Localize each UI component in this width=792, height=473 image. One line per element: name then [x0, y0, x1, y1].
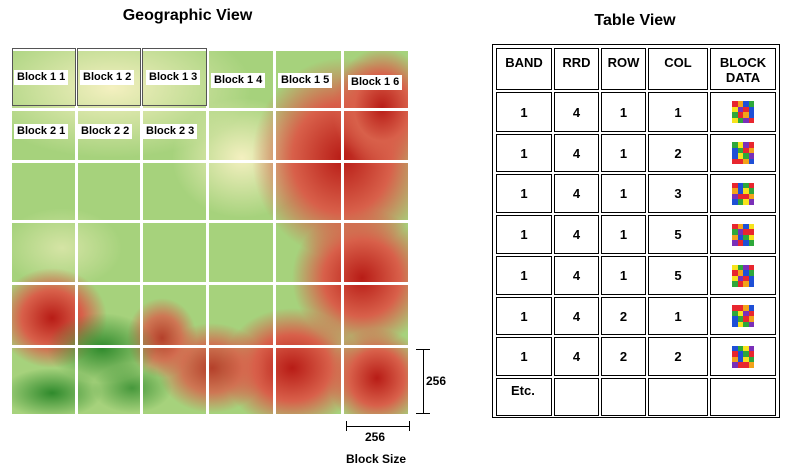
table-cell: 2 — [601, 297, 646, 335]
block-data-cell — [710, 174, 776, 213]
table-etc-label: Etc. — [496, 378, 552, 416]
table-header-rrd: RRD — [554, 48, 599, 90]
table-cell: 1 — [496, 297, 552, 335]
table-cell: 1 — [496, 256, 552, 295]
horizontal-dimension-line — [346, 426, 410, 427]
table-cell: 1 — [496, 337, 552, 376]
table-cell: 1 — [496, 215, 552, 254]
block-label-2-3: Block 2 3 — [143, 124, 198, 139]
table-header-band: BAND — [496, 48, 552, 90]
table-cell: 2 — [601, 337, 646, 376]
block-data-cell — [710, 215, 776, 254]
table-cell: 4 — [554, 297, 599, 335]
geographic-view-title: Geographic View — [122, 7, 253, 24]
horizontal-dimension-right-tick — [409, 421, 410, 431]
table-cell: 5 — [648, 215, 708, 254]
table-empty-cell — [554, 378, 599, 416]
block-data-thumbnail — [732, 305, 754, 327]
table-cell: 1 — [601, 134, 646, 172]
terrain-image — [12, 48, 408, 414]
table-header-row: ROW — [601, 48, 646, 90]
table-cell: 1 — [496, 134, 552, 172]
table-cell: 1 — [496, 92, 552, 132]
table-cell: 1 — [648, 297, 708, 335]
table-cell: 1 — [601, 92, 646, 132]
block-label-2-1: Block 2 1 — [14, 124, 69, 139]
vertical-dimension-line — [423, 349, 424, 414]
block-data-cell — [710, 297, 776, 335]
vertical-dimension-bottom-tick — [416, 413, 430, 414]
table-cell: 2 — [648, 134, 708, 172]
table-cell: 1 — [601, 215, 646, 254]
table-cell: 1 — [601, 256, 646, 295]
table-header-col: COL — [648, 48, 708, 90]
block-1-3-outline — [142, 48, 207, 106]
table-empty-cell — [710, 378, 776, 416]
block-data-thumbnail — [732, 182, 754, 205]
block-label-1-1: Block 1 1 — [14, 70, 69, 85]
block-label-1-3: Block 1 3 — [146, 70, 201, 85]
block-label-1-5: Block 1 5 — [278, 73, 333, 88]
block-data-thumbnail — [732, 345, 754, 368]
geographic-map: Block 1 1 Block 1 2 Block 1 3 Block 1 4 … — [12, 48, 408, 414]
block-data-cell — [710, 134, 776, 172]
block-1-1-outline — [12, 48, 76, 106]
block-data-thumbnail — [732, 101, 754, 123]
block-data-thumbnail — [732, 223, 754, 246]
vertical-dimension-label: 256 — [426, 374, 447, 388]
table-header-block-data: BLOCK DATA — [710, 48, 776, 90]
block-1-2-outline — [77, 48, 141, 106]
table-cell: 1 — [601, 174, 646, 213]
block-data-cell — [710, 92, 776, 132]
table-cell: 4 — [554, 134, 599, 172]
table-cell: 4 — [554, 92, 599, 132]
table-view-title: Table View — [594, 12, 676, 29]
table-cell: 3 — [648, 174, 708, 213]
table-cell: 1 — [648, 92, 708, 132]
block-data-thumbnail — [732, 264, 754, 287]
block-label-1-6: Block 1 6 — [348, 75, 403, 90]
block-label-1-2: Block 1 2 — [80, 70, 135, 85]
table-cell: 5 — [648, 256, 708, 295]
horizontal-dimension-label: 256 — [365, 430, 386, 444]
table-cell: 4 — [554, 337, 599, 376]
block-size-caption: Block Size — [346, 452, 407, 466]
table-cell: 2 — [648, 337, 708, 376]
block-data-thumbnail — [732, 142, 754, 164]
table-cell: 4 — [554, 256, 599, 295]
table-cell: 4 — [554, 174, 599, 213]
table-cell: 1 — [496, 174, 552, 213]
block-label-1-4: Block 1 4 — [211, 73, 266, 88]
block-label-2-2: Block 2 2 — [78, 124, 133, 139]
table-empty-cell — [648, 378, 708, 416]
table-cell: 4 — [554, 215, 599, 254]
table-empty-cell — [601, 378, 646, 416]
block-data-cell — [710, 337, 776, 376]
table-view: BAND RRD ROW COL BLOCK DATA 1 4 1 1 1 4 1 2 1 4 1 3 1 4 1 5 1… — [492, 44, 780, 418]
block-data-cell — [710, 256, 776, 295]
